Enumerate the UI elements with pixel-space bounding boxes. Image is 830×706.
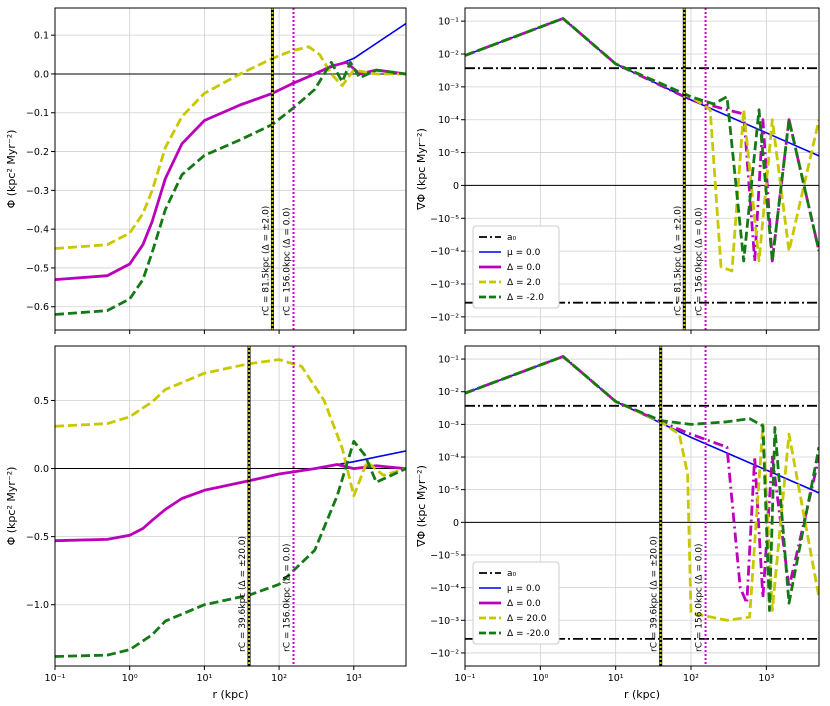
y-tick-label: 10⁻⁵ <box>438 485 459 496</box>
y-tick-label: 10⁻¹ <box>438 17 459 28</box>
y-axis-label: ∇Φ (kpc Myr⁻²) <box>415 465 428 548</box>
plot-frame <box>464 7 820 331</box>
legend-label: Δ = 20.0 <box>507 614 547 624</box>
x-tick-label: 10⁰ <box>532 673 548 684</box>
x-axis-label: r (kpc) <box>212 688 248 701</box>
y-tick-label: 10⁻¹ <box>438 355 459 366</box>
y-tick-label: −1.0 <box>26 600 49 611</box>
y-tick-label: 0 <box>453 181 459 192</box>
x-tick-label: 10² <box>271 673 287 684</box>
y-tick-label: −0.5 <box>26 532 49 543</box>
rc-label: rC = 81.5kpc (Δ = ±2.0) <box>261 206 271 316</box>
x-tick-label: 10¹ <box>196 673 212 684</box>
y-tick-label: −10⁻⁴ <box>430 247 459 258</box>
rc-label: rC = 156.0kpc (Δ = 0.0) <box>695 543 705 652</box>
y-tick-label: 10⁻⁵ <box>438 148 459 159</box>
series-line <box>465 17 819 263</box>
x-axis-label: r (kpc) <box>624 688 660 701</box>
legend-box <box>472 561 560 645</box>
rc-label: rC = 156.0kpc (Δ = 0.0) <box>283 543 293 652</box>
legend-label: a₀ <box>507 233 517 243</box>
panel-bottom-right: rC = 39.6kpc (Δ = ±20.0) rC = 156.0kpc (Δ… <box>415 345 820 701</box>
x-tick-label: 10³ <box>758 673 774 684</box>
x-tick-label: 10⁻¹ <box>45 673 66 684</box>
y-tick-label: 0 <box>453 518 459 529</box>
x-tick-label: 10² <box>683 673 699 684</box>
series-line <box>55 60 406 316</box>
series-line <box>465 355 819 612</box>
legend-label: Δ = -2.0 <box>507 293 544 303</box>
y-tick-label: −10⁻⁵ <box>430 550 459 561</box>
panel-top-right: rC = 81.5kpc (Δ = ±2.0) rC = 156.0kpc (Δ … <box>415 7 820 334</box>
series-line <box>55 439 406 658</box>
legend-label: Δ = 0.0 <box>507 263 541 273</box>
y-tick-label: −10⁻² <box>430 648 459 659</box>
y-axis-label: Φ (kpc² Myr⁻²) <box>5 130 18 209</box>
y-tick-label: 10⁻³ <box>438 82 459 93</box>
series-line <box>55 463 406 543</box>
legend-label: Δ = 2.0 <box>507 278 541 288</box>
y-tick-label: −0.6 <box>26 302 49 313</box>
x-tick-label: 10¹ <box>608 673 624 684</box>
legend: a₀ μ = 0.0 Δ = 0.0 Δ = 20.0 Δ = -20.0 <box>472 561 560 645</box>
y-tick-label: 10⁻⁴ <box>438 453 459 464</box>
x-tick-label: 10³ <box>346 673 362 684</box>
rc-label: rC = 156.0kpc (Δ = 0.0) <box>695 207 705 316</box>
legend-label: μ = 0.0 <box>507 584 541 594</box>
panel-bottom-left: rC = 39.6kpc (Δ = ±20.0) rC = 156.0kpc (Δ… <box>5 345 407 701</box>
plot-frame <box>54 345 407 667</box>
y-tick-label: 0.0 <box>34 69 49 80</box>
y-tick-label: −10⁻² <box>430 312 459 323</box>
y-tick-label: −0.3 <box>26 186 49 197</box>
y-tick-label: 10⁻³ <box>438 420 459 431</box>
y-axis-label: Φ (kpc² Myr⁻²) <box>5 467 18 546</box>
panel-top-left: rC = 81.5kpc (Δ = ±2.0) rC = 156.0kpc (Δ … <box>5 7 407 334</box>
legend-label: μ = 0.0 <box>507 248 541 258</box>
rc-label: rC = 39.6kpc (Δ = ±20.0) <box>650 536 660 652</box>
x-tick-label: 10⁰ <box>122 673 138 684</box>
x-tick-label: 10⁻¹ <box>455 673 476 684</box>
series-line <box>55 60 406 281</box>
series-line <box>465 355 819 605</box>
rc-label: rC = 39.6kpc (Δ = ±20.0) <box>238 536 248 652</box>
y-tick-label: −10⁻³ <box>430 280 459 291</box>
y-tick-label: −0.5 <box>26 263 49 274</box>
y-tick-label: −0.2 <box>26 147 49 158</box>
y-tick-label: 10⁻⁴ <box>438 115 459 126</box>
legend-label: a₀ <box>507 569 517 579</box>
series-line <box>55 358 406 498</box>
plot-frame <box>464 345 820 667</box>
legend-label: Δ = 0.0 <box>507 599 541 609</box>
y-tick-label: −10⁻⁵ <box>430 214 459 225</box>
y-tick-label: 0.0 <box>34 464 49 475</box>
rc-label: rC = 156.0kpc (Δ = 0.0) <box>283 207 293 316</box>
y-tick-label: −0.4 <box>26 225 49 236</box>
plot-frame <box>54 7 407 331</box>
y-axis-label: ∇Φ (kpc Myr⁻²) <box>415 128 428 211</box>
legend-box <box>472 225 560 309</box>
y-tick-label: 10⁻² <box>438 387 459 398</box>
y-tick-label: −10⁻³ <box>430 616 459 627</box>
rc-label: rC = 81.5kpc (Δ = ±2.0) <box>673 206 683 316</box>
legend: a₀ μ = 0.0 Δ = 0.0 Δ = 2.0 Δ = -2.0 <box>472 225 560 309</box>
y-tick-label: −0.1 <box>26 108 49 119</box>
legend-label: Δ = -20.0 <box>507 629 550 639</box>
y-tick-label: −10⁻⁴ <box>430 583 459 594</box>
y-tick-label: 0.1 <box>34 31 49 42</box>
y-tick-label: 0.5 <box>34 396 49 407</box>
y-tick-label: 10⁻² <box>438 50 459 61</box>
series-line <box>55 45 406 250</box>
